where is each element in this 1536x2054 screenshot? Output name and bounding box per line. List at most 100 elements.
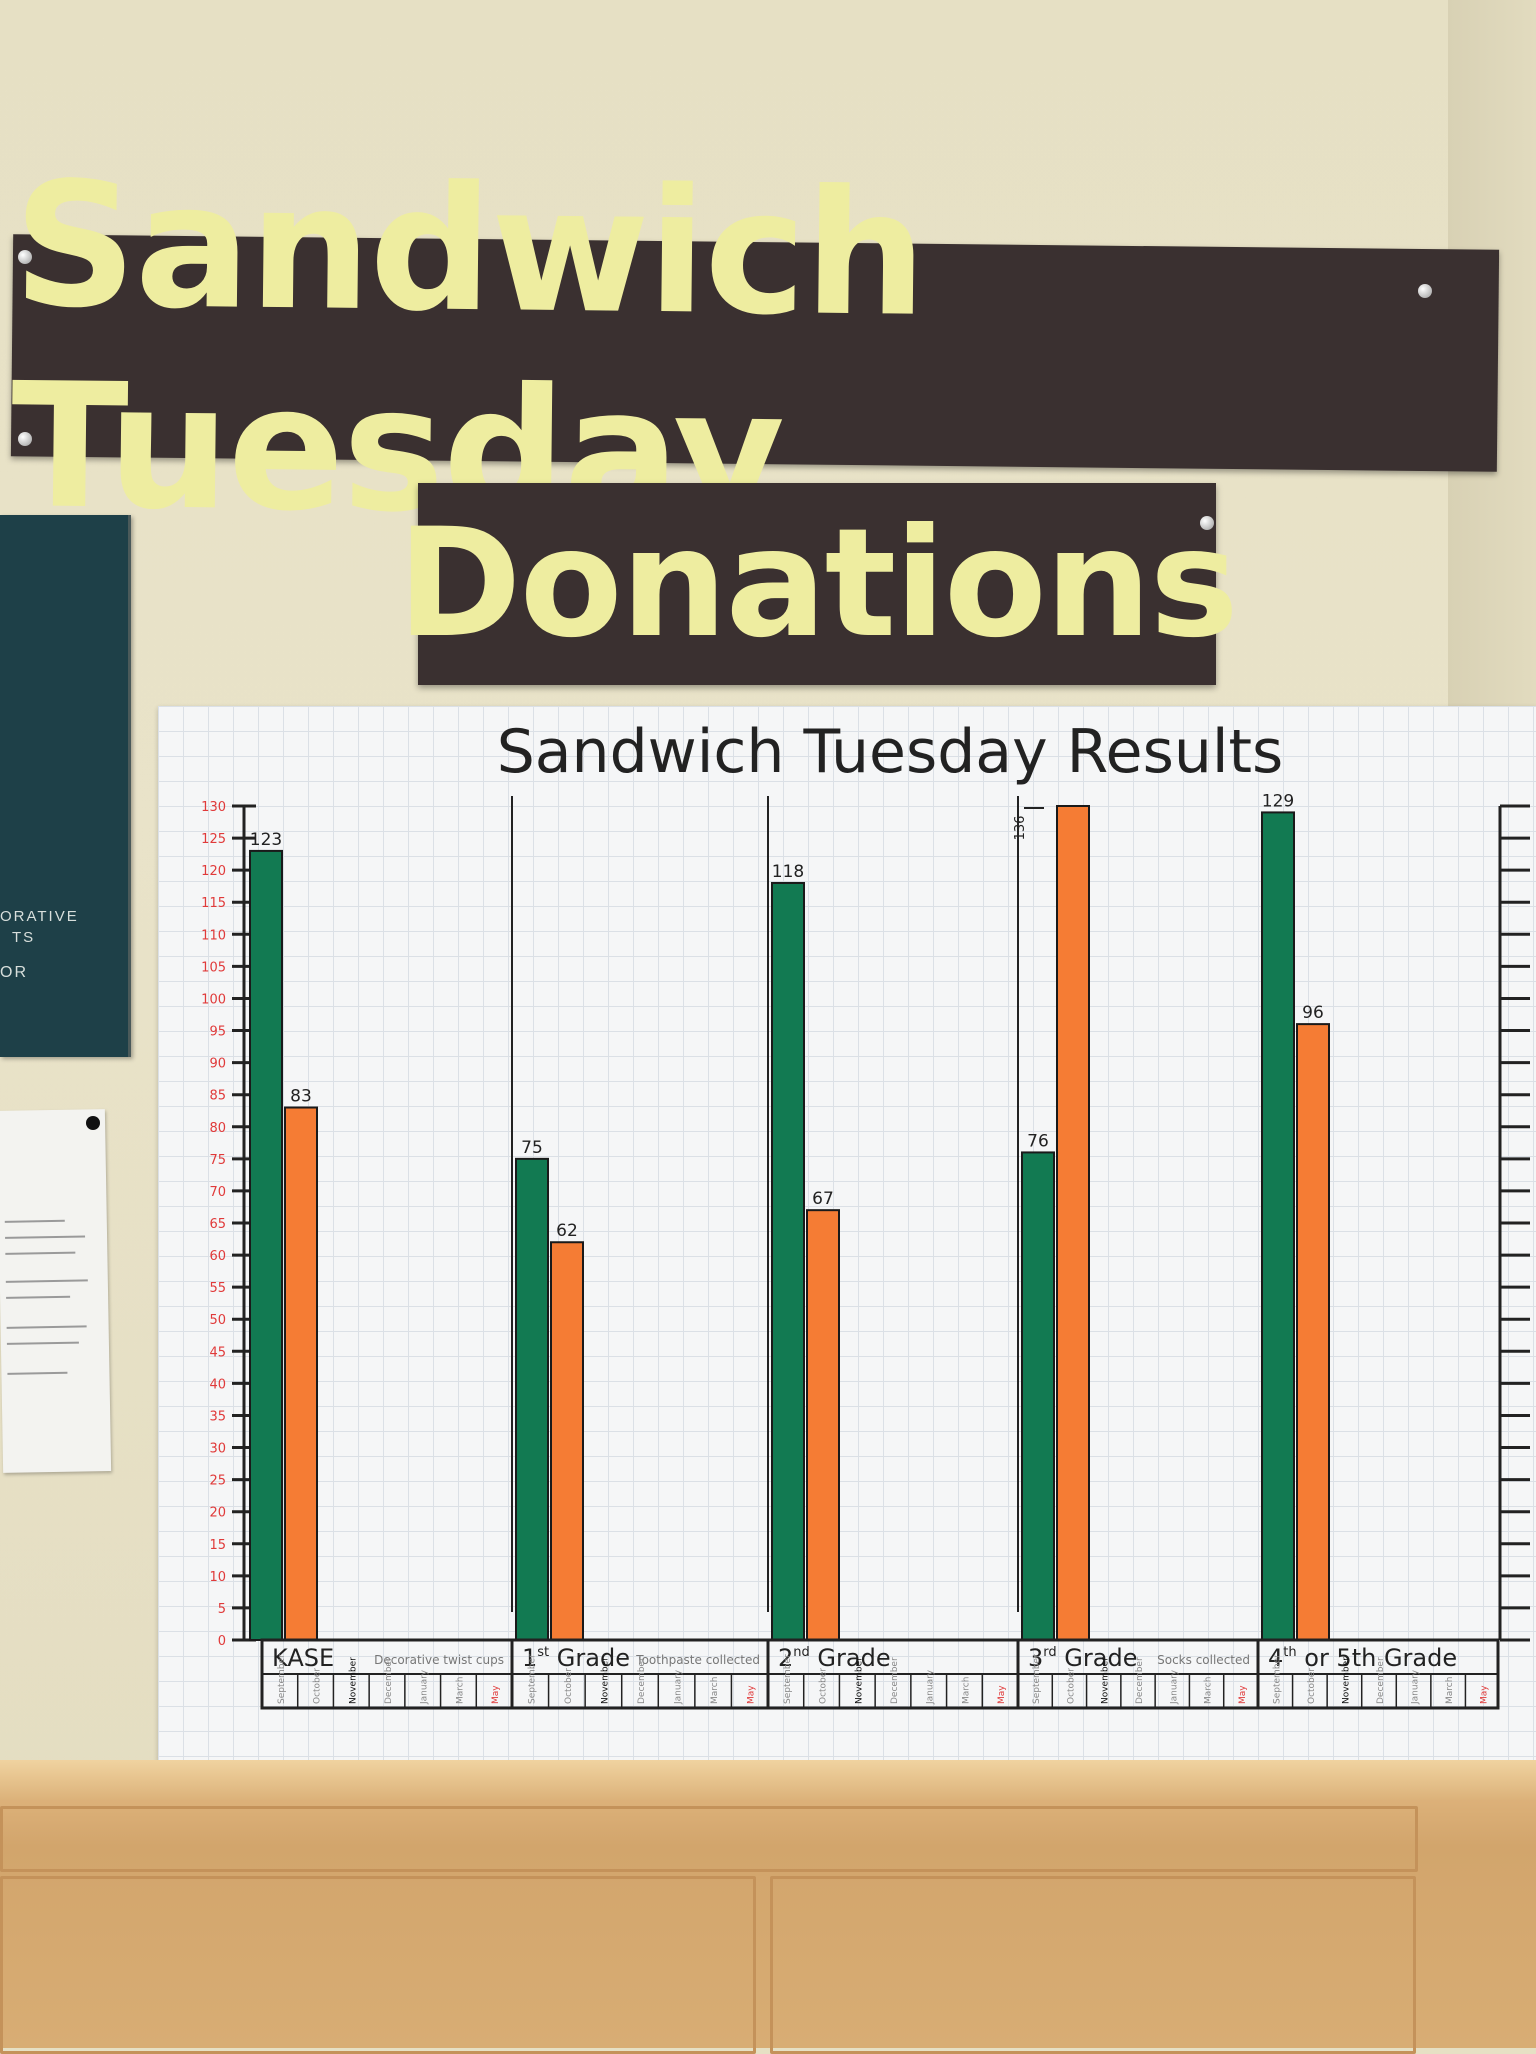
bar-value-label: 75: [521, 1138, 543, 1158]
month-label: September: [1272, 1654, 1282, 1704]
month-label: December: [384, 1657, 394, 1704]
shelf-panel: [0, 1806, 1418, 1872]
month-label: December: [1376, 1657, 1386, 1704]
month-label: October: [819, 1668, 829, 1704]
banner-donations: Donations: [397, 483, 1239, 685]
y-tick-label: 65: [209, 1217, 226, 1232]
month-label: January: [420, 1669, 430, 1705]
y-tick-label: 35: [209, 1409, 226, 1424]
pin-icon: [1200, 516, 1214, 530]
chart-title: Sandwich Tuesday Results: [497, 717, 1284, 787]
y-tick-label: 90: [209, 1057, 226, 1072]
annotation-label: 136: [1013, 816, 1028, 841]
pin-icon: [86, 1116, 100, 1130]
month-label: September: [1032, 1654, 1042, 1704]
y-tick-label: 105: [201, 960, 226, 975]
y-tick-label: 85: [209, 1089, 226, 1104]
month-label: March: [961, 1677, 971, 1704]
bar-value-label: 67: [812, 1189, 834, 1209]
y-tick-label: 100: [201, 992, 226, 1007]
y-tick-label: 40: [209, 1377, 226, 1392]
month-label: November: [348, 1657, 358, 1704]
y-tick-label: 55: [209, 1281, 226, 1296]
month-label: December: [1135, 1657, 1145, 1704]
y-tick-label: 5: [218, 1602, 226, 1617]
plaque-line-2: TS: [12, 929, 36, 946]
month-label: January: [926, 1669, 936, 1705]
bar-value-label: 123: [250, 830, 282, 850]
category-label: KASE: [272, 1644, 334, 1672]
plaque-line-3: OR: [0, 964, 28, 981]
month-label: September: [783, 1654, 793, 1704]
y-tick-label: 120: [201, 864, 226, 879]
y-tick-label: 25: [209, 1474, 226, 1489]
bar: [771, 881, 805, 1641]
pin-icon: [1418, 284, 1432, 298]
month-label: November: [600, 1657, 610, 1704]
bar: [1021, 1151, 1055, 1642]
month-label: October: [1307, 1668, 1317, 1704]
pin-icon: [18, 250, 32, 264]
month-label: May: [491, 1685, 501, 1704]
plaque-line-1: ORATIVE: [0, 908, 79, 925]
month-label: September: [527, 1654, 537, 1704]
shelf-top: [0, 1760, 1536, 1800]
category-note: Socks collected: [1157, 1653, 1250, 1667]
month-label: October: [313, 1668, 323, 1704]
month-label: September: [277, 1654, 287, 1704]
bar-value-label: 118: [772, 862, 804, 882]
y-tick-label: 20: [209, 1506, 226, 1521]
bar-value-label: 83: [290, 1087, 312, 1107]
month-label: October: [1066, 1668, 1076, 1704]
month-label: January: [674, 1669, 684, 1705]
bar: [515, 1157, 549, 1642]
month-label: December: [890, 1657, 900, 1704]
bar: [1296, 1023, 1330, 1641]
y-tick-label: 130: [201, 800, 226, 815]
bar: [1261, 811, 1295, 1641]
bar-value-label: 96: [1302, 1003, 1324, 1023]
category-note: Toothpaste collected: [635, 1653, 760, 1667]
category-note: Decorative twist cups: [374, 1653, 504, 1667]
month-label: December: [637, 1657, 647, 1704]
month-label: March: [455, 1677, 465, 1704]
bar: [1056, 805, 1090, 1641]
y-tick-label: 10: [209, 1570, 226, 1585]
y-tick-label: 50: [209, 1313, 226, 1328]
shelf-panel: [0, 1876, 756, 2054]
y-tick-label: 60: [209, 1249, 226, 1264]
month-label: May: [1238, 1685, 1248, 1704]
y-tick-label: 70: [209, 1185, 226, 1200]
month-label: November: [854, 1657, 864, 1704]
category-label: 1st Grade: [522, 1644, 630, 1672]
month-label: March: [1445, 1677, 1455, 1704]
bar: [550, 1241, 584, 1641]
y-tick-label: 115: [201, 896, 226, 911]
month-label: January: [1411, 1669, 1421, 1705]
y-tick-label: 45: [209, 1345, 226, 1360]
bar-value-label: 76: [1027, 1131, 1049, 1151]
month-label: March: [710, 1677, 720, 1704]
bar: [284, 1106, 318, 1641]
y-tick-label: 15: [209, 1538, 226, 1553]
category-label: 4th or 5th Grade: [1268, 1644, 1457, 1672]
month-label: March: [1204, 1677, 1214, 1704]
month-label: May: [747, 1685, 757, 1704]
y-tick-label: 110: [201, 928, 226, 943]
y-tick-label: 0: [218, 1634, 226, 1649]
month-label: May: [997, 1685, 1007, 1704]
y-tick-label: 30: [209, 1442, 226, 1457]
shelf-panel: [770, 1876, 1416, 2054]
month-label: November: [1101, 1657, 1111, 1704]
y-tick-label: 95: [209, 1025, 226, 1040]
bar: [806, 1209, 840, 1641]
bar: [249, 849, 283, 1641]
wall-plaque: ORATIVE TS OR: [0, 515, 131, 1057]
banner-bottom-text: Donations: [397, 497, 1239, 671]
pin-icon: [18, 432, 32, 446]
y-tick-label: 125: [201, 832, 226, 847]
bar-value-label: 62: [556, 1221, 578, 1241]
category-label: 3rd Grade: [1028, 1644, 1137, 1672]
month-label: November: [1341, 1657, 1351, 1704]
